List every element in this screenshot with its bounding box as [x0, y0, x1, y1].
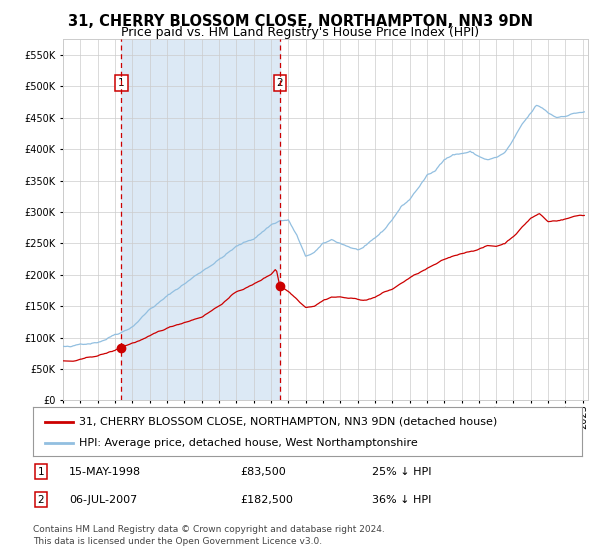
- Text: 2: 2: [37, 494, 44, 505]
- Text: 1: 1: [118, 78, 125, 88]
- Text: £182,500: £182,500: [240, 494, 293, 505]
- Text: 1: 1: [37, 466, 44, 477]
- Bar: [121, 39, 280, 400]
- Text: 06-JUL-2007: 06-JUL-2007: [69, 494, 137, 505]
- Text: 15-MAY-1998: 15-MAY-1998: [69, 466, 141, 477]
- Text: 2: 2: [277, 78, 283, 88]
- Text: HPI: Average price, detached house, West Northamptonshire: HPI: Average price, detached house, West…: [79, 437, 418, 447]
- Text: Contains HM Land Registry data © Crown copyright and database right 2024.
This d: Contains HM Land Registry data © Crown c…: [33, 525, 385, 546]
- Text: 31, CHERRY BLOSSOM CLOSE, NORTHAMPTON, NN3 9DN: 31, CHERRY BLOSSOM CLOSE, NORTHAMPTON, N…: [67, 14, 533, 29]
- Text: £83,500: £83,500: [240, 466, 286, 477]
- Text: 31, CHERRY BLOSSOM CLOSE, NORTHAMPTON, NN3 9DN (detached house): 31, CHERRY BLOSSOM CLOSE, NORTHAMPTON, N…: [79, 417, 497, 427]
- Text: 36% ↓ HPI: 36% ↓ HPI: [372, 494, 431, 505]
- Text: Price paid vs. HM Land Registry's House Price Index (HPI): Price paid vs. HM Land Registry's House …: [121, 26, 479, 39]
- Text: 25% ↓ HPI: 25% ↓ HPI: [372, 466, 431, 477]
